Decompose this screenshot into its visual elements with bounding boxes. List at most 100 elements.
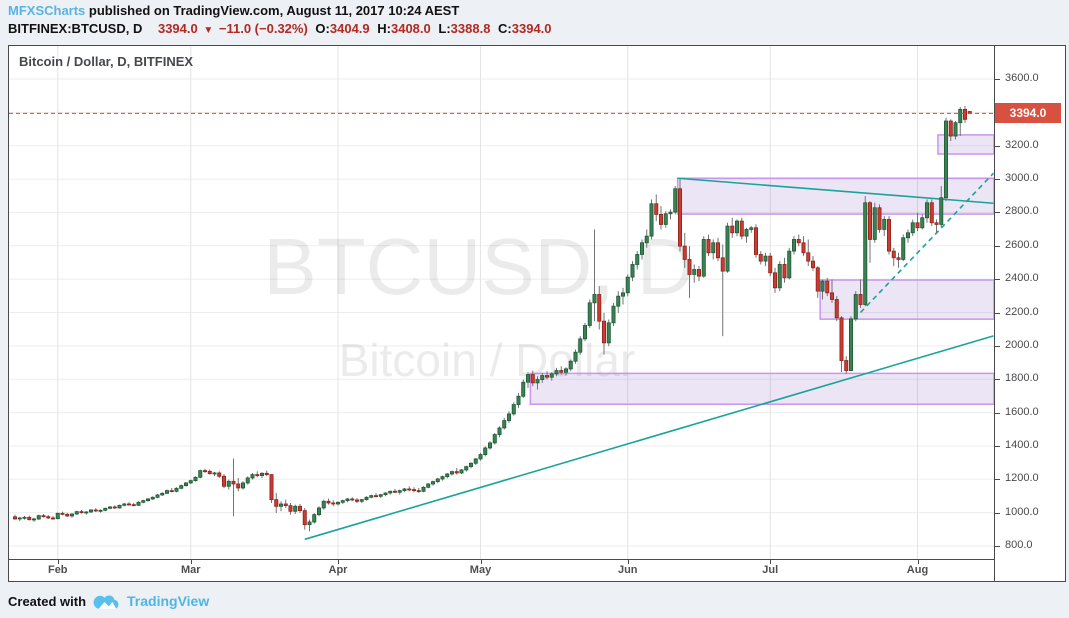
candle-up [749, 227, 754, 230]
candle-down [93, 509, 98, 512]
candle-up [321, 500, 326, 509]
candle-down [948, 120, 953, 137]
candle-down [891, 250, 896, 259]
candle-down [13, 516, 18, 520]
candle-up [240, 482, 245, 489]
candle-up [293, 505, 298, 512]
price-tick [995, 79, 1000, 80]
candle-up [369, 495, 374, 498]
candle-up [250, 474, 255, 479]
candle-up [36, 515, 41, 520]
price-tick [995, 546, 1000, 547]
time-tick [57, 560, 59, 564]
price-tick [995, 212, 1000, 214]
candle-up [378, 494, 383, 497]
chart-frame: BTCUSD, D Bitcoin / Dollar Bitcoin / Doll… [8, 45, 1066, 582]
price-tick-label: 2600.0 [1005, 238, 1039, 251]
month-label: Mar [180, 564, 201, 576]
candle-up [606, 322, 611, 344]
candle-up [506, 413, 511, 421]
candle-down [373, 495, 378, 498]
candle-up [388, 490, 393, 494]
header-bar: MFXSCharts published on TradingView.com,… [8, 2, 552, 40]
candle-up [611, 305, 616, 324]
watermark-name: Bitcoin / Dollar [339, 334, 636, 386]
month-label: Feb [47, 564, 68, 576]
candle-up [535, 379, 540, 384]
candle-down [720, 257, 725, 272]
price-axis[interactable]: 3394.0 3600.0 3200.0 3000.0 2800.0 2600.0 240… [994, 46, 1065, 581]
candle-up [122, 503, 127, 506]
candle-down [41, 515, 46, 518]
candle-down [559, 370, 564, 373]
close-label: C: [498, 21, 512, 36]
month-label: Apr [328, 564, 348, 576]
candle-up [17, 517, 22, 520]
price-tick-label: 1000.0 [1005, 505, 1039, 518]
candle-up [245, 477, 250, 484]
candle-down [929, 202, 934, 224]
time-axis[interactable]: Feb Mar Apr May Jun Jul Aug [9, 559, 1065, 581]
candle-down [46, 516, 51, 519]
candle-up [483, 447, 488, 456]
price-tick-label: 3200.0 [1005, 138, 1039, 151]
last-price-badge: 3394.0 [995, 103, 1061, 124]
candle-up [540, 375, 545, 380]
candle-up [473, 458, 478, 464]
candle-up [663, 213, 668, 225]
created-with-text: Created with [8, 593, 87, 609]
candle-up [22, 516, 27, 519]
candle-down [839, 317, 844, 361]
candle-down [297, 505, 302, 512]
candle-up [459, 469, 464, 474]
candle-up [511, 404, 516, 415]
candle-up [872, 207, 877, 240]
candle-up [340, 500, 345, 503]
candle-up [108, 506, 113, 509]
candle-down [112, 506, 117, 509]
candle-up [117, 504, 122, 509]
candle-up [426, 483, 431, 488]
high-value: 3408.0 [390, 21, 431, 36]
price-chart-canvas[interactable]: BTCUSD, D Bitcoin / Dollar [9, 46, 994, 559]
candle-up [910, 222, 915, 234]
candle-up [103, 507, 108, 511]
candle-down [169, 490, 174, 493]
candle-up [183, 482, 188, 487]
candle-up [820, 280, 825, 292]
candle-down [255, 474, 260, 477]
candle-up [145, 498, 150, 502]
footer: Created with TradingView [8, 589, 209, 613]
candle-up [278, 503, 283, 507]
tradingview-link[interactable]: TradingView [127, 593, 210, 609]
month-label: May [469, 564, 492, 576]
price-tick [995, 279, 1000, 281]
candle-down [207, 470, 212, 475]
candle-down [264, 472, 269, 476]
support-resistance-zone [819, 279, 994, 320]
candle-up [630, 264, 635, 278]
candle-down [782, 264, 787, 279]
candle-down [887, 219, 892, 252]
candle-down [217, 472, 222, 477]
candle-up [958, 108, 963, 124]
candle-up [468, 462, 473, 468]
candle-down [896, 257, 901, 260]
price-tick-label: 2400.0 [1005, 272, 1039, 285]
time-tick [627, 560, 629, 564]
candle-up [335, 501, 340, 505]
brand-link[interactable]: MFXSCharts [8, 3, 86, 18]
month-label: Jun [617, 564, 638, 576]
price-tick [995, 245, 1000, 247]
change-text: −11.0 (−0.32%) [218, 21, 308, 36]
candle-up [212, 472, 217, 475]
open-label: O: [315, 21, 330, 36]
published-line: MFXSCharts published on TradingView.com,… [8, 2, 552, 20]
candle-down [416, 490, 421, 493]
price-tick [995, 179, 1000, 181]
candle-up [853, 294, 858, 320]
candle-up [953, 122, 958, 137]
candle-up [141, 500, 146, 503]
candle-up [435, 478, 440, 483]
candle-down [545, 375, 550, 378]
